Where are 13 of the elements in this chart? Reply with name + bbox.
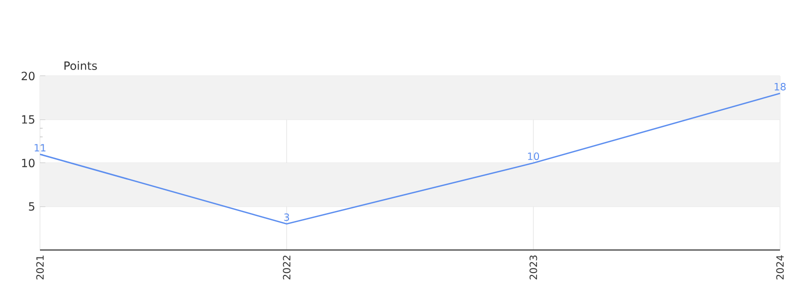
x-tick-label: 2024 [776, 255, 784, 280]
x-tick-label: 2023 [530, 256, 538, 280]
x-tick-label: 2022 [282, 256, 290, 280]
data-label: 11 [34, 144, 46, 152]
y-tick-label: 15 [22, 115, 34, 124]
y-axis-title: Points [64, 61, 97, 70]
y-tick-label: 10 [22, 158, 35, 168]
data-label: 18 [774, 82, 786, 90]
data-label: 3 [284, 213, 290, 221]
y-tick-label: 20 [22, 72, 35, 80]
x-tick-label: 2021 [36, 256, 44, 280]
y-tick-label: 5 [28, 202, 34, 211]
data-label: 10 [528, 152, 540, 160]
